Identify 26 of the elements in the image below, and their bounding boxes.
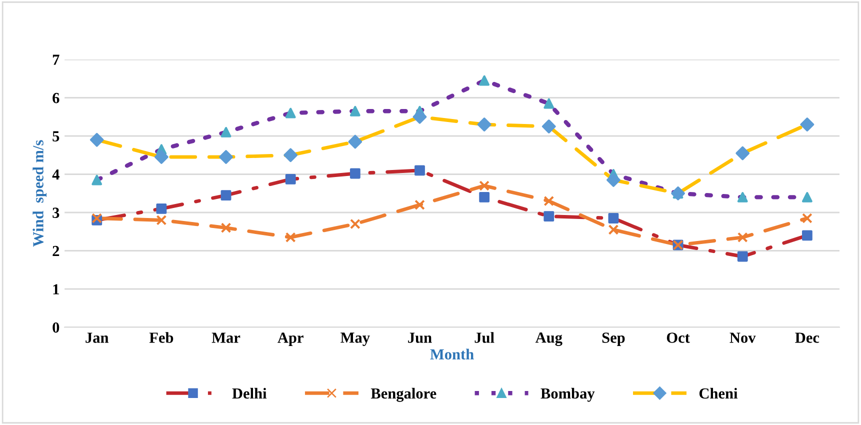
x-tick-label: Feb: [149, 332, 174, 343]
x-tick-label: Oct: [666, 332, 690, 343]
legend-label: Bombay: [540, 388, 595, 402]
y-tick-label: 5: [52, 131, 60, 142]
x-tick-label: Aug: [535, 332, 562, 346]
y-tick-label: 7: [52, 54, 60, 65]
legend-label: Cheni: [699, 388, 738, 399]
x-tick-label: Jun: [408, 332, 432, 343]
x-tick-label: Nov: [730, 332, 756, 343]
x-tick-label: Mar: [212, 332, 240, 343]
y-tick-label: 1: [53, 284, 59, 294]
y-tick-label: 6: [52, 92, 60, 104]
x-tick-label: Jan: [86, 332, 109, 343]
legend-label: Delhi: [232, 388, 267, 399]
x-tick-label: Sep: [602, 332, 625, 346]
x-tick-label: Jul: [474, 332, 494, 343]
legend-label: Bengalore: [370, 388, 436, 402]
x-tick-label: Dec: [795, 332, 820, 343]
y-axis-title: Wind speed m/s: [32, 140, 47, 247]
y-tick-label: 3: [52, 208, 60, 218]
y-tick-label: 0: [52, 322, 60, 333]
y-tick-label: 2: [52, 246, 60, 256]
x-axis-title: Month: [430, 348, 474, 360]
x-tick-label: May: [340, 332, 370, 346]
y-tick-label: 4: [52, 169, 60, 180]
x-tick-label: Apr: [278, 332, 304, 346]
